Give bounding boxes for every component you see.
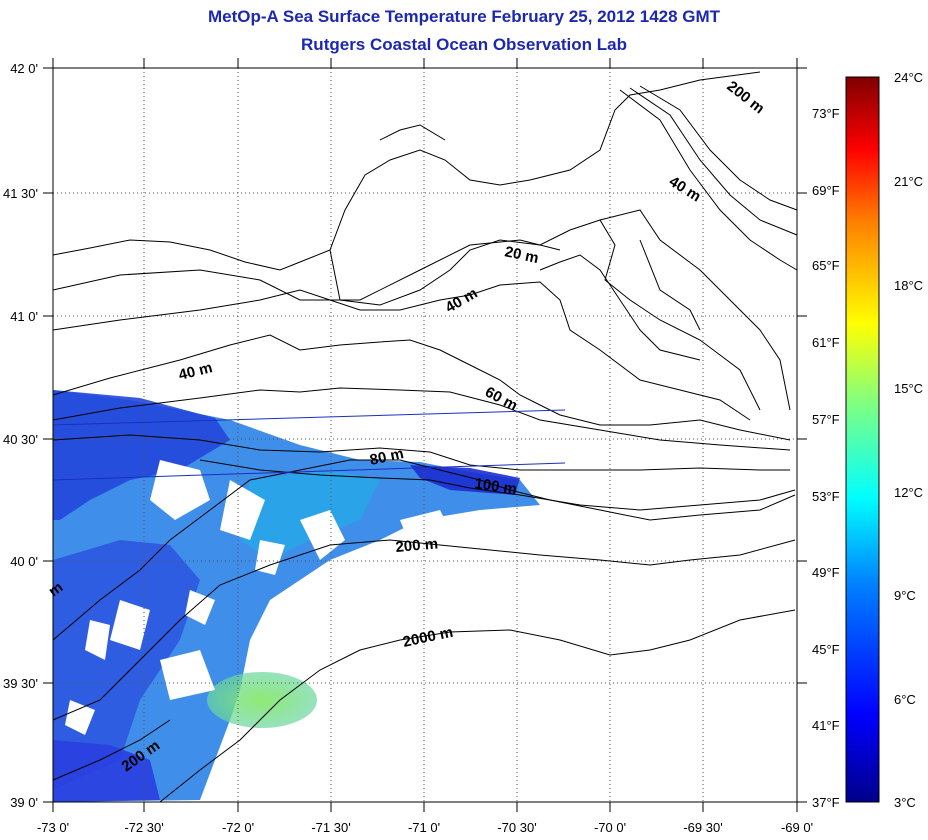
- label-40m-ne: 40 m: [666, 173, 704, 206]
- label-40m-west: 40 m: [177, 359, 214, 384]
- cb-fahrenheit-label: 45°F: [812, 642, 840, 657]
- x-tick-label: -72 0': [222, 820, 254, 835]
- label-200m-ne: 200 m: [724, 78, 768, 118]
- cb-celsius-label: 15°C: [894, 381, 923, 396]
- cb-celsius-label: 21°C: [894, 174, 923, 189]
- x-tick-label: -70 0': [594, 820, 626, 835]
- label-60m: 60 m: [482, 384, 520, 415]
- cb-fahrenheit-label: 49°F: [812, 565, 840, 580]
- cb-celsius-label: 18°C: [894, 278, 923, 293]
- y-axis-labels: 42 0' 41 30' 41 0' 40 30' 40 0' 39 30' 3…: [3, 61, 38, 810]
- sst-cyan-band: [240, 470, 380, 560]
- cb-celsius-label: 6°C: [894, 692, 916, 707]
- x-tick-label: -69 30': [683, 820, 722, 835]
- cb-fahrenheit-label: 73°F: [812, 106, 840, 121]
- label-80m: 80 m: [368, 445, 405, 469]
- y-tick-label: 40 0': [10, 554, 38, 569]
- cb-fahrenheit-label: 53°F: [812, 489, 840, 504]
- swath-lines: [52, 409, 566, 481]
- label-200m-mid: 200 m: [395, 535, 439, 556]
- label-2000m: 2000 m: [401, 624, 454, 651]
- map-subtitle: Rutgers Coastal Ocean Observation Lab: [301, 35, 627, 54]
- graticule: [53, 68, 797, 802]
- map-frame: [52, 67, 798, 803]
- cb-celsius-label: 3°C: [894, 795, 916, 810]
- sst-pixels: [53, 390, 540, 802]
- y-tick-label: 42 0': [10, 61, 38, 76]
- cb-fahrenheit-label: 69°F: [812, 183, 840, 198]
- x-tick-label: -69 0': [781, 820, 813, 835]
- label-100m: 100 m: [473, 475, 517, 498]
- cb-celsius-label: 9°C: [894, 588, 916, 603]
- x-tick-label: -73 0': [37, 820, 69, 835]
- sst-warm-patch: [207, 672, 317, 728]
- y-tick-label: 39 30': [3, 676, 38, 691]
- label-40m-mid: 40 m: [443, 285, 481, 317]
- y-tick-label: 40 30': [3, 432, 38, 447]
- map-title: MetOp-A Sea Surface Temperature February…: [207, 7, 721, 26]
- y-tick-label: 41 30': [3, 186, 38, 201]
- x-tick-label: -71 0': [408, 820, 440, 835]
- colorbar: [845, 76, 880, 803]
- cloud-gaps: [65, 460, 450, 735]
- label-20m: 20 m: [503, 243, 540, 267]
- depth-contours: [52, 85, 798, 803]
- cb-celsius-label: 24°C: [894, 70, 923, 85]
- sst-blue-shelf: [53, 540, 200, 790]
- x-tick-label: -72 30': [124, 820, 163, 835]
- cb-fahrenheit-label: 65°F: [812, 258, 840, 273]
- cb-fahrenheit-label: 37°F: [812, 795, 840, 810]
- x-tick-label: -70 30': [497, 820, 536, 835]
- cb-fahrenheit-label: 41°F: [812, 718, 840, 733]
- coastline: [52, 71, 791, 411]
- cb-fahrenheit-label: 57°F: [812, 412, 840, 427]
- sst-navy-strip: [410, 465, 520, 495]
- colorbar-fahrenheit-labels: 73°F 69°F 65°F 61°F 57°F 53°F 49°F 45°F …: [812, 106, 840, 810]
- tick-marks: [43, 58, 807, 812]
- x-axis-labels: -73 0' -72 30' -72 0' -71 30' -71 0' -70…: [37, 820, 813, 835]
- cb-celsius-label: 12°C: [894, 485, 923, 500]
- y-tick-label: 41 0': [10, 309, 38, 324]
- cb-fahrenheit-label: 61°F: [812, 335, 840, 350]
- colorbar-celsius-labels: 24°C 21°C 18°C 15°C 12°C 9°C 6°C 3°C: [894, 70, 923, 810]
- x-tick-label: -71 30': [311, 820, 350, 835]
- sst-deep-blue-corner: [53, 740, 160, 802]
- sst-darkblue-region: [53, 390, 230, 520]
- y-tick-label: 39 0': [10, 795, 38, 810]
